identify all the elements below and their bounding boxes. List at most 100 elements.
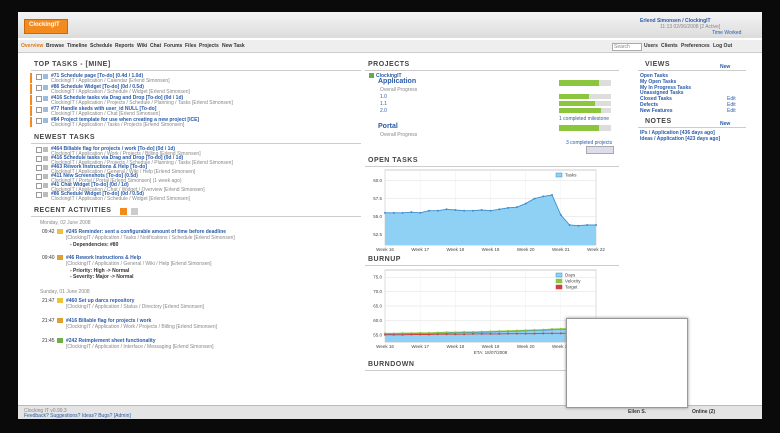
data-point (559, 327, 562, 330)
project-name[interactable]: Application (378, 78, 417, 85)
data-point (524, 329, 527, 332)
nav-link[interactable]: Files (185, 43, 197, 49)
progress-fill (559, 101, 595, 106)
view-link[interactable]: My In Progress Tasks (640, 84, 692, 91)
activity-name[interactable]: #242 Reimplement sheet functionality (66, 338, 156, 344)
view-link[interactable]: Open Tasks (640, 73, 668, 79)
data-point (551, 332, 554, 335)
data-point (568, 224, 571, 226)
activity-detail: - Priority: High -> Normal (70, 268, 130, 274)
data-point (595, 224, 597, 226)
logo-text[interactable]: ClockingIT (29, 22, 60, 28)
nav-link[interactable]: Overview (21, 43, 44, 49)
client-name[interactable]: ClockingIT (376, 73, 402, 79)
nav-link[interactable]: Users (644, 43, 658, 49)
nav-link[interactable]: Projects (199, 43, 219, 49)
nav-link[interactable]: Reports (115, 43, 134, 49)
new-link[interactable]: New (720, 121, 731, 127)
data-point (480, 330, 483, 333)
priority-bar (30, 73, 32, 83)
data-point (419, 333, 422, 336)
activity-name[interactable]: #245 Reminder: sent a configurable amoun… (66, 229, 227, 235)
data-point (586, 224, 589, 226)
data-point (542, 328, 545, 331)
task-path: ClockingIT / Portal / Portal [Erlend Sim… (51, 177, 182, 184)
milestone[interactable]: 2.0 (380, 108, 387, 114)
activity-name[interactable]: #46 Rework Instructions & Help (66, 255, 142, 261)
nav-link[interactable]: Chat (150, 43, 162, 49)
task-path: ClockingIT / Application / General / Wik… (51, 168, 196, 175)
y-tick-label: 75.0 (373, 275, 382, 280)
task-name[interactable]: #464 Billable flag for projects / work [… (51, 146, 176, 152)
nav-link[interactable]: Clients (661, 43, 678, 49)
logo (24, 19, 68, 34)
task-name[interactable]: #41 Chat Widget [To-do] (0d / 1d) (51, 182, 129, 188)
nav-bar (18, 40, 762, 53)
task-name[interactable]: #77 Handle skeds with user_id NULL [To-d… (51, 106, 157, 112)
note-link[interactable]: IPs / Application [436 days ago] (640, 130, 715, 136)
completed-projects[interactable]: 3 completed projects (566, 140, 613, 146)
search-box[interactable] (612, 43, 642, 51)
status-bar (18, 405, 762, 419)
milestone[interactable]: 1.1 (380, 101, 387, 107)
data-point (392, 332, 395, 335)
activity-icon (57, 255, 63, 260)
nav-link[interactable]: Browse (46, 43, 65, 49)
task-name[interactable]: #71 Schedule page [To-do] (0.4d / 1.0d) (51, 73, 144, 79)
time-worked[interactable]: Time Worked (712, 30, 742, 36)
x-tick-label: Week 16 (376, 344, 394, 349)
nav-link[interactable]: Wiki (137, 43, 148, 49)
data-point (445, 208, 448, 211)
task-name[interactable]: #416 Schedule tasks via Drag and Drop [T… (51, 95, 184, 101)
edit-link[interactable]: Edit (727, 107, 736, 114)
task-name[interactable]: #86 Schedule Widget [To-do] (0d / 0.5d) (51, 191, 144, 197)
nav-link[interactable]: Schedule (90, 43, 113, 49)
task-name[interactable]: #416 Schedule tasks via Drag and Drop [T… (51, 155, 184, 161)
activity-time: 21:45 (42, 338, 55, 344)
project-name[interactable]: Portal (378, 123, 398, 130)
nav-link[interactable]: New Task (222, 43, 245, 49)
legend-label: Velocity (565, 279, 581, 284)
edit-link[interactable]: Edit (727, 102, 736, 108)
completed[interactable]: 1 completed milestone (559, 116, 610, 122)
footer-links[interactable]: Feedback? Suggestions? Ideas? Bugs? [Adm… (24, 413, 131, 419)
section-rule (365, 166, 619, 167)
nav-link[interactable]: Log Out (713, 43, 733, 49)
view-link[interactable]: Closed Tasks (640, 96, 672, 103)
data-point (577, 224, 580, 227)
data-point (445, 333, 448, 336)
chat-tab[interactable]: Ellen S. (628, 409, 647, 415)
checkbox (36, 165, 42, 171)
nav-link[interactable]: Preferences (681, 43, 710, 49)
task-name[interactable]: #411 New Screenshots [To-do] (0.5d) (51, 173, 138, 179)
legend-swatch (555, 272, 563, 278)
task-icon (43, 85, 48, 90)
nav-link[interactable]: Forums (164, 43, 183, 49)
online-count[interactable]: Online (2) (692, 409, 716, 415)
user-name[interactable]: Erlend Simonsen / ClockingIT (640, 18, 711, 24)
task-name[interactable]: #86 Schedule Widget [To-do] (0d / 0.5d) (51, 84, 144, 90)
nav-link[interactable]: Timeline (67, 43, 88, 49)
note-link[interactable]: Ideas / Application [423 days ago] (640, 136, 721, 142)
data-point (507, 332, 510, 335)
data-point (498, 208, 501, 211)
new-link[interactable]: New (720, 64, 731, 70)
legend-swatch (555, 172, 563, 178)
task-name[interactable]: #84 Project template for use when creati… (51, 117, 200, 123)
section-rule (365, 265, 619, 266)
data-point (463, 209, 466, 212)
view-link[interactable]: Defects (640, 102, 659, 108)
activity-icon (57, 318, 63, 323)
task-path: ClockingIT / Application / Projects / Sc… (51, 159, 233, 166)
view-link[interactable]: Unassigned Tasks (640, 90, 684, 97)
activity-name[interactable]: #460 Set up darcs repository (66, 298, 135, 304)
checkbox (36, 156, 42, 162)
view-link[interactable]: My Open Tasks (640, 78, 677, 85)
data-point (551, 194, 554, 196)
task-name[interactable]: #463 Rework Instructions & Help [To-do] (51, 164, 148, 170)
view-link[interactable]: New Features (640, 107, 673, 114)
edit-link[interactable]: Edit (727, 96, 736, 103)
x-tick-label: Week 17 (411, 247, 429, 252)
milestone[interactable]: 1.0 (380, 94, 387, 100)
activity-name[interactable]: #416 Billable flag for projects / work (66, 318, 152, 324)
